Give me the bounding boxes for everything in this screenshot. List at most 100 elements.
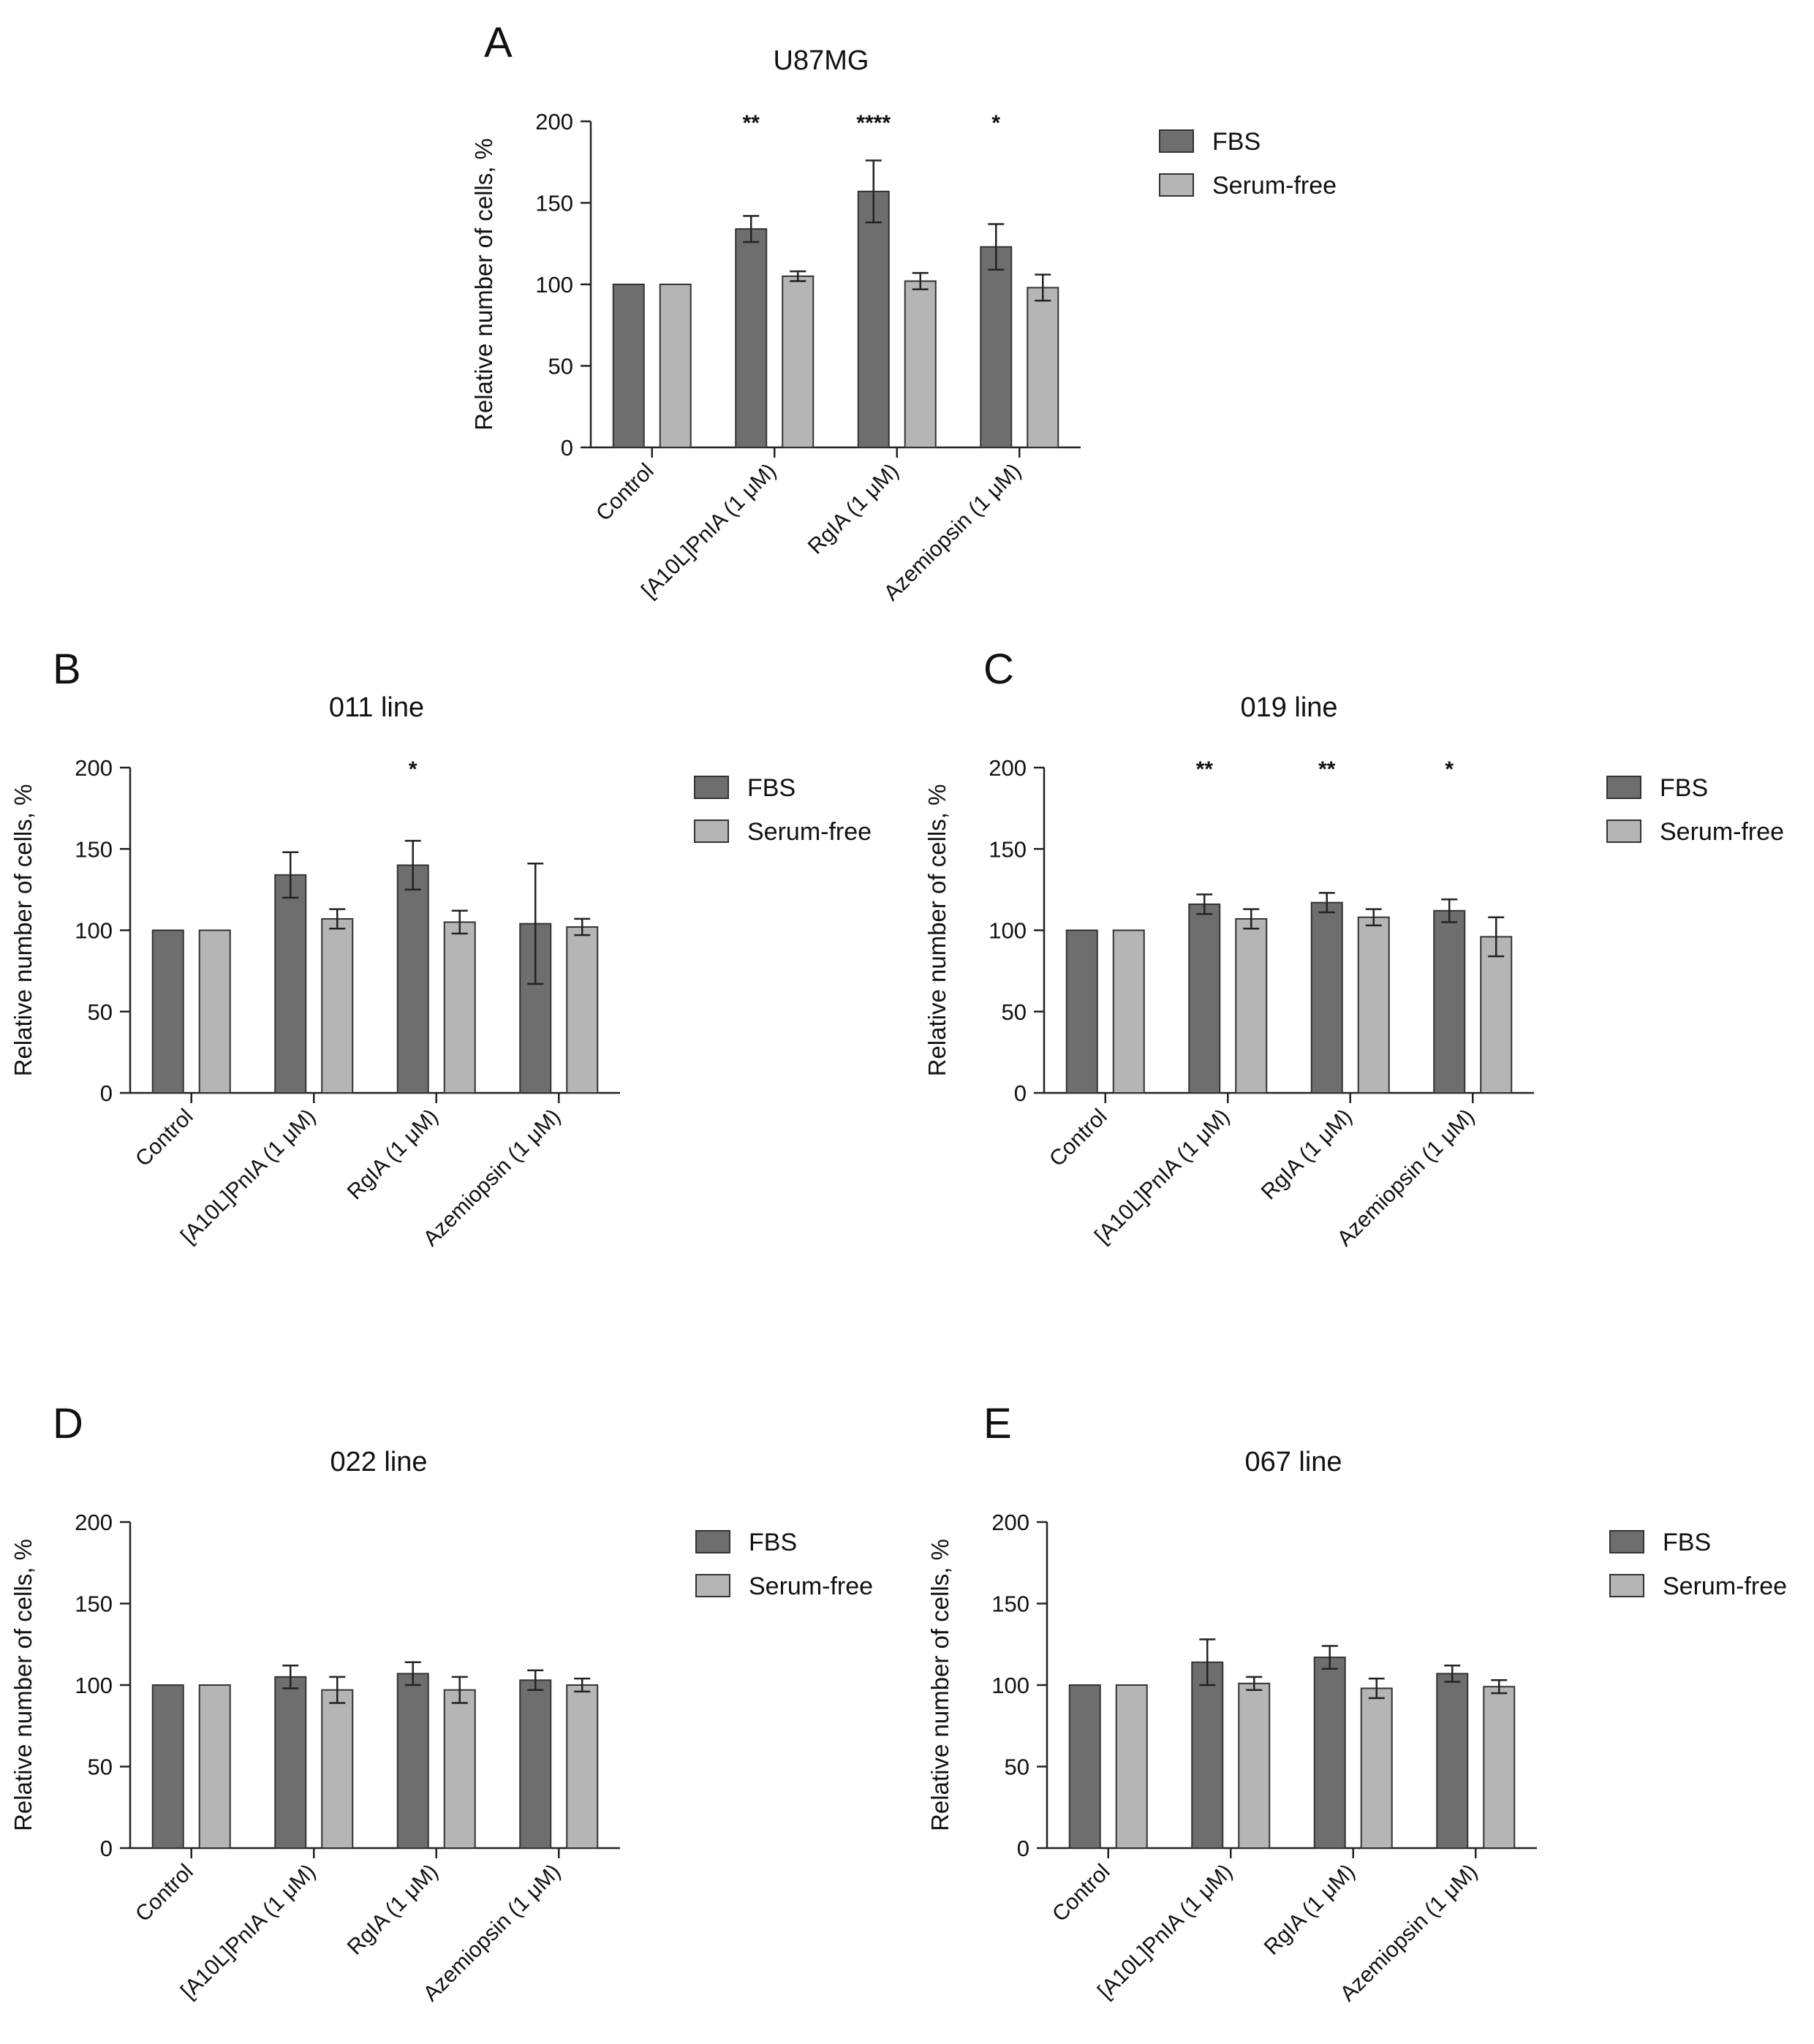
legend-label-fbs: FBS — [749, 1529, 797, 1556]
y-tick-label: 0 — [1017, 1836, 1029, 1861]
y-axis-title: Relative number of cells, % — [923, 784, 951, 1077]
chart-title: 011 line — [329, 692, 424, 723]
legend-swatch-fbs — [1159, 129, 1194, 153]
y-tick-label: 50 — [1005, 1755, 1029, 1780]
bar-fbs-a10l-pnia-1-m — [1191, 1661, 1224, 1850]
y-tick-label: 150 — [989, 836, 1027, 862]
bar-serum-free-azemiopsin-1-m — [566, 926, 599, 1094]
bar-fbs-control — [151, 929, 184, 1094]
bar-fbs-azemiopsin-1-m — [980, 246, 1013, 448]
significance-label: * — [409, 757, 417, 781]
y-tick-label: 100 — [991, 1673, 1029, 1698]
chart-title: 019 line — [1240, 692, 1337, 723]
y-tick-label: 0 — [100, 1836, 113, 1861]
bar-fbs-control — [1065, 929, 1098, 1094]
significance-label: ** — [1196, 757, 1214, 781]
bar-serum-free-azemiopsin-1-m — [566, 1684, 599, 1849]
bar-fbs-rgia-1-m — [1310, 901, 1343, 1094]
bar-serum-free-azemiopsin-1-m — [1027, 287, 1059, 448]
bar-serum-free-a10l-pnia-1-m — [1235, 917, 1268, 1094]
chart-title: U87MG — [774, 45, 869, 76]
legend-swatch-fbs — [1606, 776, 1641, 799]
legend-label-serum-free: Serum-free — [1212, 172, 1337, 200]
significance-label: ** — [743, 111, 760, 135]
panel-letter: E — [983, 1400, 1012, 1447]
legend-swatch-serum-free — [1159, 173, 1194, 197]
bar-serum-free-azemiopsin-1-m — [1483, 1686, 1516, 1849]
legend-label-serum-free: Serum-free — [747, 818, 872, 846]
legend-label-fbs: FBS — [1660, 774, 1708, 802]
y-axis-title: Relative number of cells, % — [10, 784, 37, 1077]
y-tick-label: 50 — [548, 354, 573, 379]
y-tick-label: 100 — [989, 918, 1027, 944]
legend-swatch-fbs — [695, 1530, 730, 1553]
bar-serum-free-control — [1112, 929, 1145, 1094]
legend-swatch-serum-free — [694, 820, 729, 843]
legend-label-fbs: FBS — [1212, 128, 1261, 156]
bar-serum-free-a10l-pnia-1-m — [782, 275, 815, 448]
y-axis-title: Relative number of cells, % — [470, 138, 497, 431]
y-tick-label: 150 — [991, 1591, 1029, 1617]
significance-label: ** — [1318, 757, 1336, 781]
bar-fbs-rgia-1-m — [396, 864, 429, 1094]
y-tick-label: 150 — [535, 191, 573, 216]
bar-fbs-azemiopsin-1-m — [519, 1679, 552, 1850]
legend-label-serum-free: Serum-free — [1663, 1572, 1787, 1600]
bar-fbs-azemiopsin-1-m — [1433, 909, 1466, 1094]
bar-fbs-a10l-pnia-1-m — [1188, 903, 1221, 1094]
y-tick-label: 100 — [535, 272, 573, 298]
bar-fbs-a10l-pnia-1-m — [274, 1676, 307, 1850]
bar-serum-free-control — [198, 1684, 231, 1849]
y-tick-label: 150 — [75, 836, 113, 862]
y-tick-label: 150 — [75, 1591, 113, 1617]
y-tick-label: 0 — [1014, 1080, 1027, 1106]
legend-swatch-fbs — [1609, 1530, 1644, 1553]
bar-fbs-control — [1068, 1684, 1101, 1849]
y-tick-label: 50 — [1002, 999, 1027, 1025]
bar-fbs-control — [151, 1684, 184, 1849]
legend-label-fbs: FBS — [747, 774, 795, 802]
legend-swatch-serum-free — [1606, 820, 1641, 843]
legend-swatch-serum-free — [1609, 1574, 1644, 1597]
bar-serum-free-a10l-pnia-1-m — [1238, 1682, 1271, 1850]
bar-serum-free-control — [198, 929, 231, 1094]
bar-serum-free-rgia-1-m — [1357, 916, 1390, 1094]
bar-serum-free-rgia-1-m — [1360, 1687, 1393, 1849]
y-tick-label: 50 — [88, 1755, 113, 1780]
panel-letter: A — [484, 19, 513, 67]
bar-serum-free-rgia-1-m — [904, 280, 937, 449]
significance-label: * — [991, 111, 1000, 135]
legend-label-serum-free: Serum-free — [749, 1572, 873, 1600]
bar-serum-free-a10l-pnia-1-m — [321, 917, 354, 1094]
bar-fbs-rgia-1-m — [396, 1673, 429, 1849]
significance-label: * — [1445, 757, 1454, 781]
bar-serum-free-azemiopsin-1-m — [1480, 936, 1513, 1094]
bar-serum-free-control — [659, 284, 692, 448]
y-axis-title: Relative number of cells, % — [926, 1539, 953, 1831]
bar-serum-free-rgia-1-m — [443, 1689, 476, 1849]
chart-title: 022 line — [330, 1447, 427, 1477]
y-tick-label: 100 — [75, 1673, 113, 1698]
y-tick-label: 50 — [88, 999, 113, 1025]
legend-label-fbs: FBS — [1663, 1529, 1711, 1556]
panel-letter: D — [53, 1400, 83, 1447]
bar-fbs-azemiopsin-1-m — [1436, 1673, 1469, 1849]
chart-title: 067 line — [1244, 1447, 1342, 1477]
y-tick-label: 0 — [561, 435, 573, 461]
bar-fbs-a10l-pnia-1-m — [735, 228, 768, 448]
y-tick-label: 200 — [989, 755, 1027, 781]
y-axis-title: Relative number of cells, % — [10, 1539, 37, 1831]
y-tick-label: 200 — [75, 1510, 113, 1535]
y-tick-label: 0 — [100, 1080, 113, 1106]
legend-label-serum-free: Serum-free — [1660, 818, 1784, 846]
y-tick-label: 200 — [75, 755, 113, 781]
y-tick-label: 100 — [75, 918, 113, 944]
y-tick-label: 200 — [991, 1510, 1029, 1535]
bar-fbs-a10l-pnia-1-m — [274, 874, 307, 1094]
bar-fbs-rgia-1-m — [1313, 1657, 1346, 1850]
panel-letter: B — [53, 646, 81, 693]
bar-fbs-control — [612, 284, 645, 448]
legend-swatch-fbs — [694, 776, 729, 799]
legend-swatch-serum-free — [695, 1574, 730, 1597]
